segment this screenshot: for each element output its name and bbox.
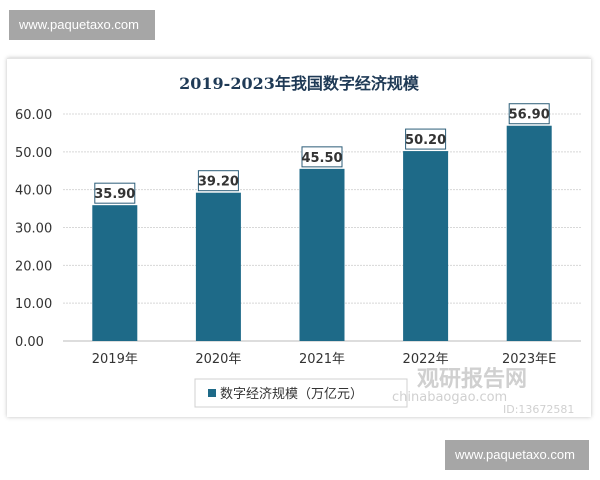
x-tick-label: 2021年	[299, 352, 345, 367]
y-tick-label: 40.00	[15, 184, 52, 199]
y-tick-label: 20.00	[15, 259, 52, 274]
y-tick-label: 10.00	[15, 297, 52, 312]
watermark-top: www.paquetaxo.com	[9, 10, 155, 40]
data-label: 39.20	[198, 175, 239, 190]
data-label-box	[405, 128, 447, 150]
bar	[403, 151, 449, 341]
chart-card: 2019-2023年我国数字经济规模 0.00 10.00 20.00 30.00 40…	[7, 58, 591, 417]
x-tick-label: 2020年	[195, 352, 241, 367]
bar-chart: 2019-2023年我国数字经济规模 0.00 10.00 20.00 30.00 40…	[15, 74, 581, 408]
legend-box	[194, 378, 408, 408]
legend: 数字经济规模（万亿元）	[194, 378, 408, 408]
y-tick-label: 50.00	[15, 146, 52, 161]
x-tick-label: 2022年	[403, 352, 449, 367]
chart-title: 2019-2023年我国数字经济规模	[179, 74, 420, 93]
bar	[299, 168, 345, 341]
data-label-box	[197, 170, 239, 192]
legend-label: 数字经济规模（万亿元）	[220, 387, 363, 402]
data-label-box	[301, 146, 343, 168]
bar	[92, 205, 138, 341]
data-label-box	[94, 182, 136, 204]
data-label: 45.50	[301, 151, 342, 166]
y-tick-label: 30.00	[15, 222, 52, 237]
watermark-bottom: www.paquetaxo.com	[445, 440, 589, 470]
source-logo-name: 观研报告网	[417, 367, 528, 392]
x-tick-label: 2023年E	[502, 352, 556, 367]
y-tick-label: 0.00	[15, 335, 44, 350]
data-label: 35.90	[94, 187, 135, 202]
source-logo-domain: chinabaogao.com	[392, 390, 508, 405]
data-label: 56.90	[509, 108, 550, 123]
data-label-box	[508, 103, 550, 125]
x-tick-label: 2019年	[92, 352, 138, 367]
bar	[506, 125, 552, 341]
bar	[195, 192, 241, 341]
legend-swatch	[208, 389, 216, 397]
y-tick-label: 60.00	[15, 108, 52, 123]
data-label: 50.20	[405, 133, 446, 148]
source-logo-id: ID:13672581	[503, 403, 575, 416]
